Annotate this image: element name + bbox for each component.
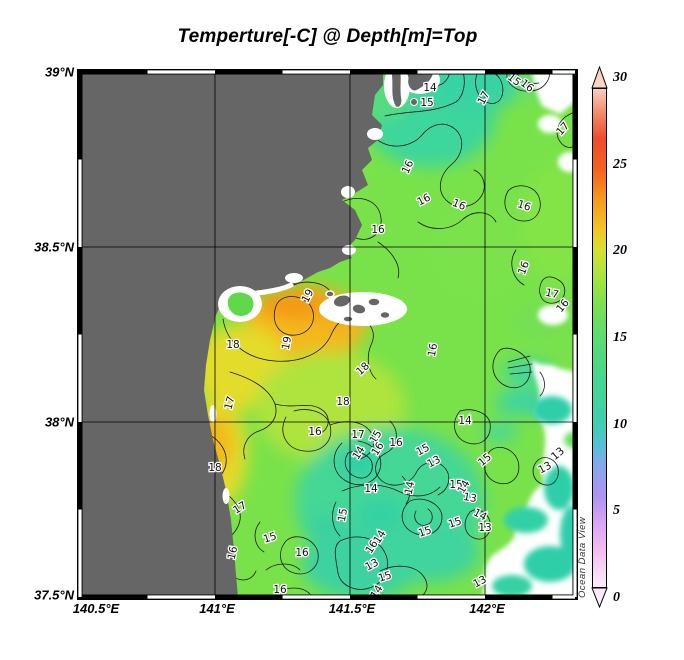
contour-label: 14: [458, 415, 472, 427]
contour-label: 14: [403, 480, 418, 496]
contour-label: 15: [447, 515, 463, 531]
contour-label: 16: [389, 437, 403, 449]
contour-label: 14: [364, 483, 378, 495]
contour-label: 19: [280, 335, 294, 350]
contour-label: 15: [377, 569, 393, 585]
x-axis-tick-label: 142°E: [469, 601, 505, 616]
contour-label: 15: [262, 530, 278, 546]
contour-label: 15: [336, 507, 350, 522]
colorbar-tick-label: 10: [613, 416, 627, 432]
y-axis-tick-label: 39°N: [44, 64, 74, 80]
contour-label: 17: [544, 287, 560, 302]
contour-label: 18: [226, 339, 239, 351]
y-axis-tick-label: 38.5°N: [34, 239, 74, 255]
contour-label: 13: [478, 522, 491, 534]
colorbar-tick-label: 5: [613, 503, 620, 519]
contour-label: 16: [426, 342, 440, 358]
colorbar-tick-label: 15: [613, 330, 627, 345]
contour-label: 15: [417, 524, 433, 540]
map-plot-area: 14 15 17 15 16 17 16 16 16 16 16 16 17 16 19 18 19 18 16 17…: [77, 69, 578, 600]
headland: [405, 72, 435, 92]
contour-label: 16: [371, 224, 385, 236]
contour-label: 17: [222, 395, 237, 411]
contour-label: 15: [449, 479, 462, 491]
y-axis-tick-label: 38°N: [44, 414, 74, 430]
contour-label: 18: [208, 462, 221, 474]
bay-islands: [325, 290, 391, 323]
contour-label: 15: [420, 97, 433, 109]
map-frame: [77, 69, 578, 600]
contour-label: 18: [336, 396, 349, 408]
contour-label: 16: [308, 426, 322, 438]
colorbar-tick-label: 30: [613, 70, 627, 85]
contour-label: 16: [226, 545, 241, 561]
contour-label: 16: [273, 584, 287, 596]
x-axis-tick-label: 140.5°E: [72, 601, 120, 616]
no-data-teal-patches: [492, 396, 575, 597]
green-island: [227, 292, 254, 316]
contour-label: 17: [351, 429, 364, 441]
odv-watermark: Ocean Data View: [577, 516, 588, 598]
colorbar-tick-label: 0: [613, 590, 620, 605]
land-mass: [80, 72, 383, 597]
contour-label: 16: [516, 198, 533, 214]
plot-title: Temperture[-C] @ Depth[m]=Top: [177, 26, 478, 47]
coastline-polygon: [80, 72, 383, 597]
coastal-details: [209, 72, 440, 504]
colorbar-tick-label: 20: [613, 243, 627, 259]
graticule: [80, 72, 575, 597]
x-axis-tick-label: 141.5°E: [328, 601, 376, 616]
contour-label: 14: [423, 82, 437, 94]
contour-label: 16: [295, 547, 309, 559]
x-axis-tick-label: 141°E: [199, 601, 235, 616]
colorbar-top-arrow: [591, 66, 608, 89]
colorbar-gradient: [592, 88, 607, 588]
contour-label: 13: [462, 491, 477, 505]
y-axis-tick-label: 37.5°N: [34, 587, 74, 603]
colorbar-tick-label: 25: [613, 156, 627, 172]
peninsula-island: [390, 72, 403, 109]
colorbar-bottom-arrow: [591, 587, 608, 609]
